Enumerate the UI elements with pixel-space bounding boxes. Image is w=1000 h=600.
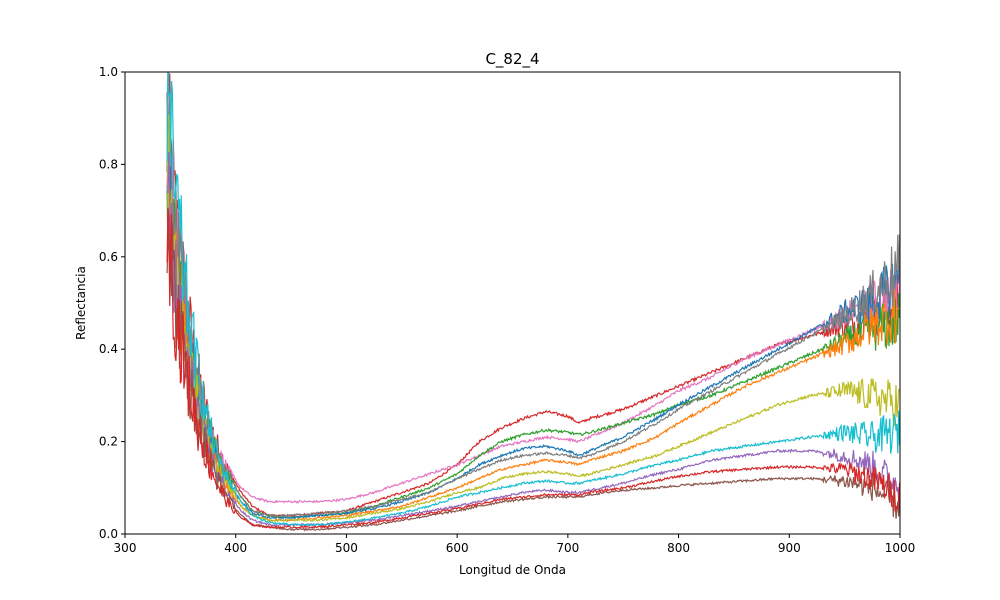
x-tick-label: 300 — [114, 541, 137, 555]
x-tick-label: 900 — [778, 541, 801, 555]
series-layer — [166, 72, 900, 532]
y-axis-label: Reflectancia — [74, 266, 88, 340]
series-line-10 — [166, 207, 900, 530]
chart-title: C_82_4 — [485, 50, 539, 69]
series-line-5 — [166, 120, 900, 523]
y-tick-label: 0.8 — [99, 157, 118, 171]
y-tick-label: 0.4 — [99, 342, 118, 356]
series-line-3 — [166, 121, 900, 520]
y-tick-label: 0.2 — [99, 435, 118, 449]
x-tick-label: 800 — [667, 541, 690, 555]
x-tick-label: 400 — [224, 541, 247, 555]
series-line-9 — [166, 72, 900, 527]
series-line-8 — [166, 222, 900, 532]
plot-frame — [124, 71, 901, 535]
x-axis-label: Longitud de Onda — [459, 563, 566, 577]
series-line-4 — [166, 95, 900, 518]
x-tick-label: 600 — [446, 541, 469, 555]
y-tick-label: 0.6 — [99, 250, 118, 264]
x-axis: 300 400 500 600 700 800 900 1000 — [114, 534, 916, 555]
y-tick-label: 0.0 — [99, 527, 118, 541]
x-tick-label: 700 — [556, 541, 579, 555]
y-tick-label: 1.0 — [99, 65, 118, 79]
x-tick-label: 1000 — [885, 541, 916, 555]
series-line-1 — [166, 138, 900, 504]
series-line-6 — [166, 114, 900, 522]
y-axis: 0.0 0.2 0.4 0.6 0.8 1.0 — [99, 65, 125, 541]
x-tick-label: 500 — [335, 541, 358, 555]
